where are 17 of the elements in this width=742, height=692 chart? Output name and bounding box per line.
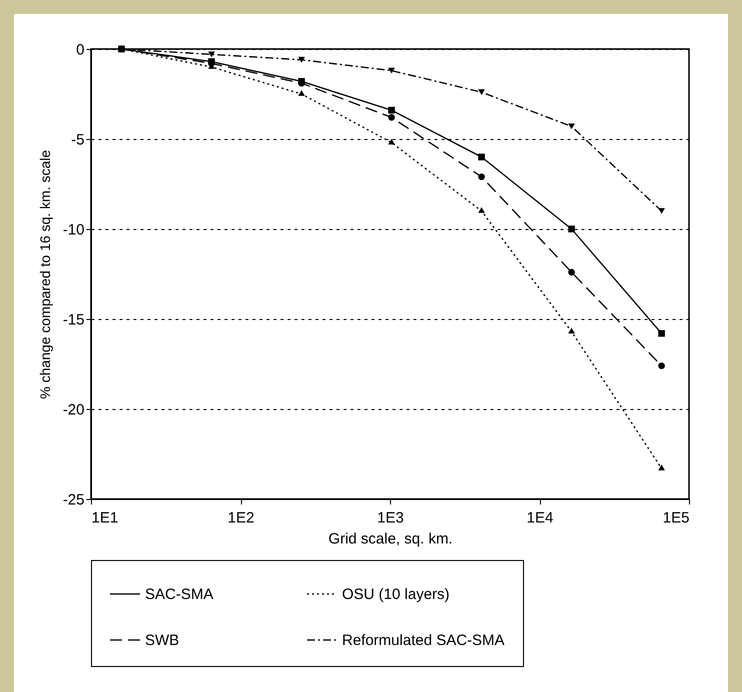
y-tick-label: -10 [62,222,84,238]
x-tick-label: 1E2 [228,510,254,526]
y-axis-title: % change compared to 16 sq. km. scale [36,150,53,400]
y-tick-label: -20 [62,402,84,418]
legend-label: SWB [145,632,180,649]
y-tick-label: 0 [76,42,84,58]
x-tick-label: 1E4 [526,510,554,526]
x-tick-label: 1E1 [92,510,118,526]
y-tick-label: -5 [71,132,84,148]
x-tick-label: 1E5 [662,510,690,526]
legend-label: Reformulated SAC-SMA [342,632,505,649]
y-tick-label: -25 [62,492,84,508]
legend-label: SAC-SMA [145,586,214,603]
legend-label: OSU (10 layers) [342,586,450,603]
x-tick-label: 1E3 [377,510,404,526]
x-axis-title: Grid scale, sq. km. [328,530,453,548]
y-tick-label: -15 [62,312,84,328]
